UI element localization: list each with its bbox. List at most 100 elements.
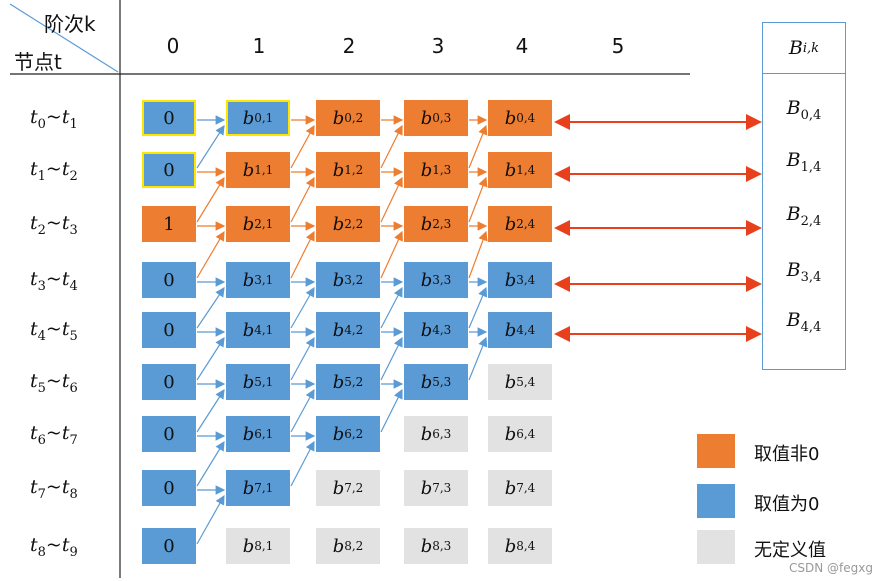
cell-b-0-0: 0 xyxy=(142,100,196,136)
row-t-right-index: 7 xyxy=(69,432,78,448)
cell-b-symbol: b xyxy=(420,477,433,499)
cell-b-subscript: 7,1 xyxy=(254,481,274,495)
arrow-diagonal xyxy=(290,286,315,329)
arrow-diagonal xyxy=(196,336,225,381)
cell-value: 0 xyxy=(163,107,175,129)
row-t-left-index: 4 xyxy=(37,328,46,344)
cell-b-5-3: b 5,3 xyxy=(404,364,468,400)
cell-b-symbol: b xyxy=(332,159,345,181)
arrow-diagonal xyxy=(290,440,315,487)
row-t-right: t xyxy=(61,534,70,556)
cell-b-6-2: b 6,2 xyxy=(316,416,380,452)
cell-b-subscript: 6,1 xyxy=(254,427,274,441)
arrow-diagonal xyxy=(196,388,225,433)
cell-b-subscript: 0,1 xyxy=(254,111,274,125)
b-value-1: B1,4 xyxy=(763,149,845,175)
cell-b-6-0: 0 xyxy=(142,416,196,452)
cell-b-7-1: b 7,1 xyxy=(226,470,290,506)
arrow-diagonal xyxy=(196,176,225,223)
cell-b-4-0: 0 xyxy=(142,312,196,348)
cell-b-subscript: 1,3 xyxy=(432,163,452,177)
node-label: 节点t xyxy=(14,50,62,74)
arrow-diagonal xyxy=(380,230,403,279)
cell-b-subscript: 5,3 xyxy=(432,375,452,389)
row-label-3: t3~t4 xyxy=(30,268,110,294)
row-separator: ~ xyxy=(45,158,62,180)
cell-value: 0 xyxy=(163,159,175,181)
row-separator: ~ xyxy=(45,106,62,128)
row-t-right: t xyxy=(61,476,70,498)
cell-b-8-2: b 8,2 xyxy=(316,528,380,564)
cell-b-2-4: b 2,4 xyxy=(488,206,552,242)
cell-b-3-4: b 3,4 xyxy=(488,262,552,298)
cell-b-symbol: b xyxy=(504,319,517,341)
cell-b-symbol: b xyxy=(504,477,517,499)
cell-b-4-3: b 4,3 xyxy=(404,312,468,348)
cell-b-7-4: b 7,4 xyxy=(488,470,552,506)
row-t-right: t xyxy=(61,268,70,290)
cell-b-subscript: 0,4 xyxy=(516,111,536,125)
column-label-4: 4 xyxy=(515,34,529,58)
cell-b-subscript: 2,1 xyxy=(254,217,274,231)
cell-b-2-2: b 2,2 xyxy=(316,206,380,242)
row-separator: ~ xyxy=(45,268,62,290)
cell-b-1-2: b 1,2 xyxy=(316,152,380,188)
cell-b-7-0: 0 xyxy=(142,470,196,506)
cell-value: 1 xyxy=(163,213,175,235)
b-value-symbol: B xyxy=(786,259,801,281)
row-t-right-index: 2 xyxy=(69,168,78,184)
row-t-right: t xyxy=(61,422,70,444)
cell-b-8-4: b 8,4 xyxy=(488,528,552,564)
cell-b-subscript: 0,2 xyxy=(344,111,364,125)
row-t-left: t xyxy=(30,534,38,556)
cell-b-symbol: b xyxy=(504,159,517,181)
cell-b-subscript: 8,1 xyxy=(254,539,274,553)
cell-b-7-2: b 7,2 xyxy=(316,470,380,506)
b-value-3: B3,4 xyxy=(763,259,845,285)
cell-b-8-3: b 8,3 xyxy=(404,528,468,564)
row-separator: ~ xyxy=(45,534,62,556)
cell-b-3-3: b 3,3 xyxy=(404,262,468,298)
cell-b-subscript: 1,2 xyxy=(344,163,364,177)
cell-b-subscript: 5,2 xyxy=(344,375,364,389)
row-t-left: t xyxy=(30,268,38,290)
row-label-0: t0~t1 xyxy=(30,106,110,132)
cell-b-subscript: 4,4 xyxy=(516,323,536,337)
b-value-2: B2,4 xyxy=(763,203,845,229)
cell-b-subscript: 3,4 xyxy=(516,273,536,287)
column-label-2: 2 xyxy=(342,34,356,58)
order-label: 阶次k xyxy=(44,12,96,36)
cell-b-symbol: b xyxy=(332,535,345,557)
cell-b-symbol: b xyxy=(504,535,517,557)
row-t-left-index: 1 xyxy=(37,168,46,184)
arrow-diagonal xyxy=(290,176,315,223)
row-separator: ~ xyxy=(45,370,62,392)
b-value-symbol: B xyxy=(786,97,801,119)
cell-b-symbol: b xyxy=(242,477,255,499)
cell-b-6-1: b 6,1 xyxy=(226,416,290,452)
cell-b-subscript: 8,3 xyxy=(432,539,452,553)
row-t-left: t xyxy=(30,212,38,234)
cell-b-1-3: b 1,3 xyxy=(404,152,468,188)
cell-b-symbol: b xyxy=(242,423,255,445)
cell-b-subscript: 4,2 xyxy=(344,323,364,337)
row-t-left-index: 0 xyxy=(37,116,46,132)
cell-b-symbol: b xyxy=(420,159,433,181)
cell-value: 0 xyxy=(163,269,175,291)
cell-b-subscript: 1,4 xyxy=(516,163,536,177)
row-separator: ~ xyxy=(45,212,62,234)
cell-b-symbol: b xyxy=(242,269,255,291)
cell-b-symbol: b xyxy=(242,535,255,557)
cell-b-5-0: 0 xyxy=(142,364,196,400)
arrow-diagonal xyxy=(196,440,225,487)
row-t-left: t xyxy=(30,422,38,444)
arrow-diagonal xyxy=(196,287,225,329)
cell-b-symbol: b xyxy=(504,107,517,129)
cell-b-3-2: b 3,2 xyxy=(316,262,380,298)
b-ik-symbol: B xyxy=(788,37,803,59)
cell-b-2-1: b 2,1 xyxy=(226,206,290,242)
row-label-5: t5~t6 xyxy=(30,370,110,396)
cell-b-0-1: b 0,1 xyxy=(226,100,290,136)
